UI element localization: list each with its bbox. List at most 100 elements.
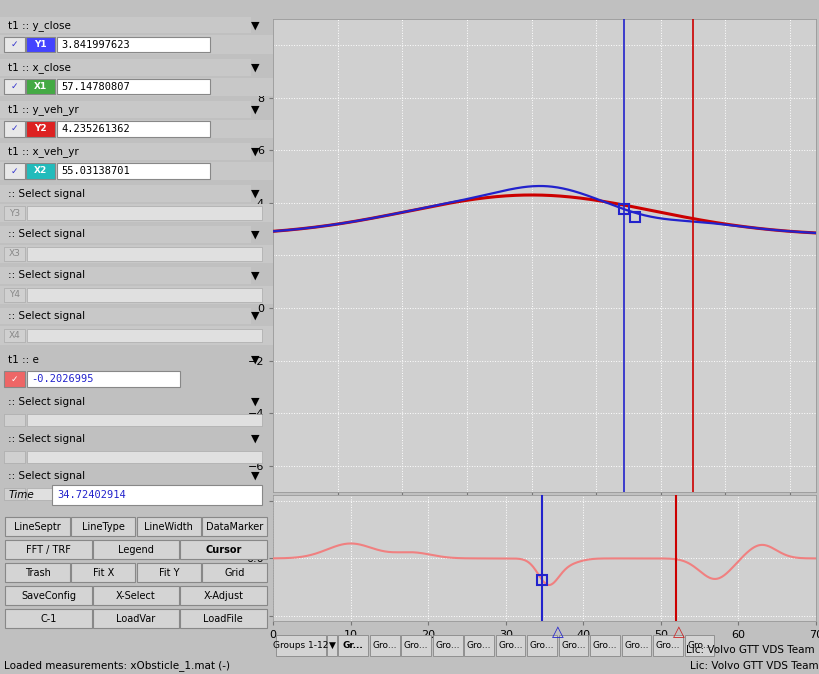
- Text: Y3: Y3: [9, 209, 20, 218]
- Text: Time: Time: [8, 490, 34, 500]
- Bar: [4, 37, 25, 53]
- Bar: [4, 329, 25, 342]
- Bar: [0, 286, 273, 304]
- Text: t1 :: y_close: t1 :: y_close: [8, 20, 71, 30]
- Bar: [4, 247, 25, 261]
- Bar: [6, 563, 70, 582]
- Bar: [4, 414, 25, 425]
- Bar: [6, 541, 92, 559]
- Bar: [684, 635, 713, 656]
- Bar: [26, 163, 55, 179]
- Text: :: Select signal: :: Select signal: [8, 230, 85, 239]
- Text: ▼: ▼: [328, 641, 335, 650]
- Bar: [0, 144, 251, 160]
- Text: -0.2026995: -0.2026995: [31, 374, 94, 384]
- Text: 34.72402914: 34.72402914: [57, 490, 126, 500]
- Bar: [6, 518, 70, 537]
- Text: ✓: ✓: [11, 40, 18, 49]
- Bar: [180, 586, 266, 605]
- Bar: [4, 121, 25, 137]
- Text: ▼: ▼: [251, 434, 260, 443]
- Bar: [4, 371, 25, 387]
- Bar: [4, 488, 25, 500]
- Text: Gro...: Gro...: [560, 641, 585, 650]
- Bar: [93, 609, 179, 628]
- Text: C-1: C-1: [40, 613, 57, 623]
- Text: ▼: ▼: [251, 20, 260, 30]
- Text: :: Select signal: :: Select signal: [8, 397, 85, 406]
- Bar: [57, 79, 210, 94]
- Text: LineSeptr: LineSeptr: [14, 522, 61, 532]
- Text: Gr...: Gr...: [342, 641, 363, 650]
- Text: Loaded measurements: xObsticle_1.mat (-): Loaded measurements: xObsticle_1.mat (-): [4, 660, 230, 671]
- Text: ▼: ▼: [251, 62, 260, 72]
- Text: Fit X: Fit X: [93, 568, 114, 578]
- Bar: [201, 518, 266, 537]
- Text: :: Select signal: :: Select signal: [8, 270, 85, 280]
- Text: Gro...: Gro...: [592, 641, 617, 650]
- Text: Lic: Volvo GTT VDS Team: Lic: Volvo GTT VDS Team: [689, 661, 817, 671]
- Text: ▼: ▼: [251, 311, 260, 321]
- Text: X4: X4: [8, 331, 20, 340]
- Bar: [27, 288, 262, 301]
- Bar: [652, 635, 682, 656]
- Bar: [0, 120, 273, 138]
- Text: Gro...: Gro...: [435, 641, 459, 650]
- Bar: [327, 635, 336, 656]
- Text: :: Select signal: :: Select signal: [8, 471, 85, 481]
- Bar: [180, 541, 266, 559]
- Bar: [4, 288, 25, 301]
- Text: Fit Y: Fit Y: [158, 568, 179, 578]
- Text: ✓: ✓: [11, 82, 18, 91]
- Bar: [201, 563, 266, 582]
- Bar: [27, 329, 262, 342]
- Bar: [464, 635, 493, 656]
- Text: ▼: ▼: [251, 189, 260, 199]
- Bar: [0, 101, 251, 118]
- Bar: [6, 609, 92, 628]
- Bar: [0, 245, 273, 263]
- Text: LoadVar: LoadVar: [116, 613, 156, 623]
- Text: ▼: ▼: [251, 397, 260, 406]
- Bar: [275, 635, 325, 656]
- Text: ✓: ✓: [11, 166, 18, 175]
- Text: :: Select signal: :: Select signal: [8, 189, 85, 199]
- Text: SaveConfig: SaveConfig: [21, 590, 76, 601]
- Text: X-Adjust: X-Adjust: [203, 590, 243, 601]
- Bar: [27, 414, 262, 425]
- Text: Y4: Y4: [9, 290, 20, 299]
- Text: :: Select signal: :: Select signal: [8, 311, 85, 321]
- Bar: [400, 635, 431, 656]
- Bar: [0, 59, 251, 75]
- Bar: [4, 79, 25, 94]
- Text: ▼: ▼: [251, 146, 260, 156]
- Text: 4.235261362: 4.235261362: [61, 124, 130, 134]
- Text: Gro...: Gro...: [466, 641, 491, 650]
- Text: △: △: [551, 624, 563, 639]
- Text: ✓: ✓: [11, 124, 18, 133]
- Text: Lic: Volvo GTT VDS Team: Lic: Volvo GTT VDS Team: [686, 646, 814, 655]
- Bar: [71, 563, 135, 582]
- Text: ▼: ▼: [251, 230, 260, 239]
- Bar: [558, 635, 588, 656]
- Bar: [495, 635, 525, 656]
- Bar: [93, 541, 179, 559]
- Text: LineType: LineType: [82, 522, 124, 532]
- Bar: [621, 635, 650, 656]
- Bar: [52, 485, 262, 506]
- Bar: [6, 586, 92, 605]
- Text: Gro...: Gro...: [655, 641, 680, 650]
- Text: Trash: Trash: [25, 568, 51, 578]
- Text: Gro...: Gro...: [529, 641, 554, 650]
- Text: t1 :: y_veh_yr: t1 :: y_veh_yr: [8, 104, 79, 115]
- Bar: [71, 518, 135, 537]
- Text: Grid: Grid: [224, 568, 244, 578]
- Bar: [0, 36, 273, 54]
- Text: ▼: ▼: [251, 355, 260, 365]
- Bar: [0, 267, 251, 284]
- Text: ▼: ▼: [251, 270, 260, 280]
- Text: 57.14780807: 57.14780807: [61, 82, 130, 92]
- Text: X3: X3: [8, 249, 20, 258]
- Bar: [137, 563, 201, 582]
- Text: Gro...: Gro...: [403, 641, 428, 650]
